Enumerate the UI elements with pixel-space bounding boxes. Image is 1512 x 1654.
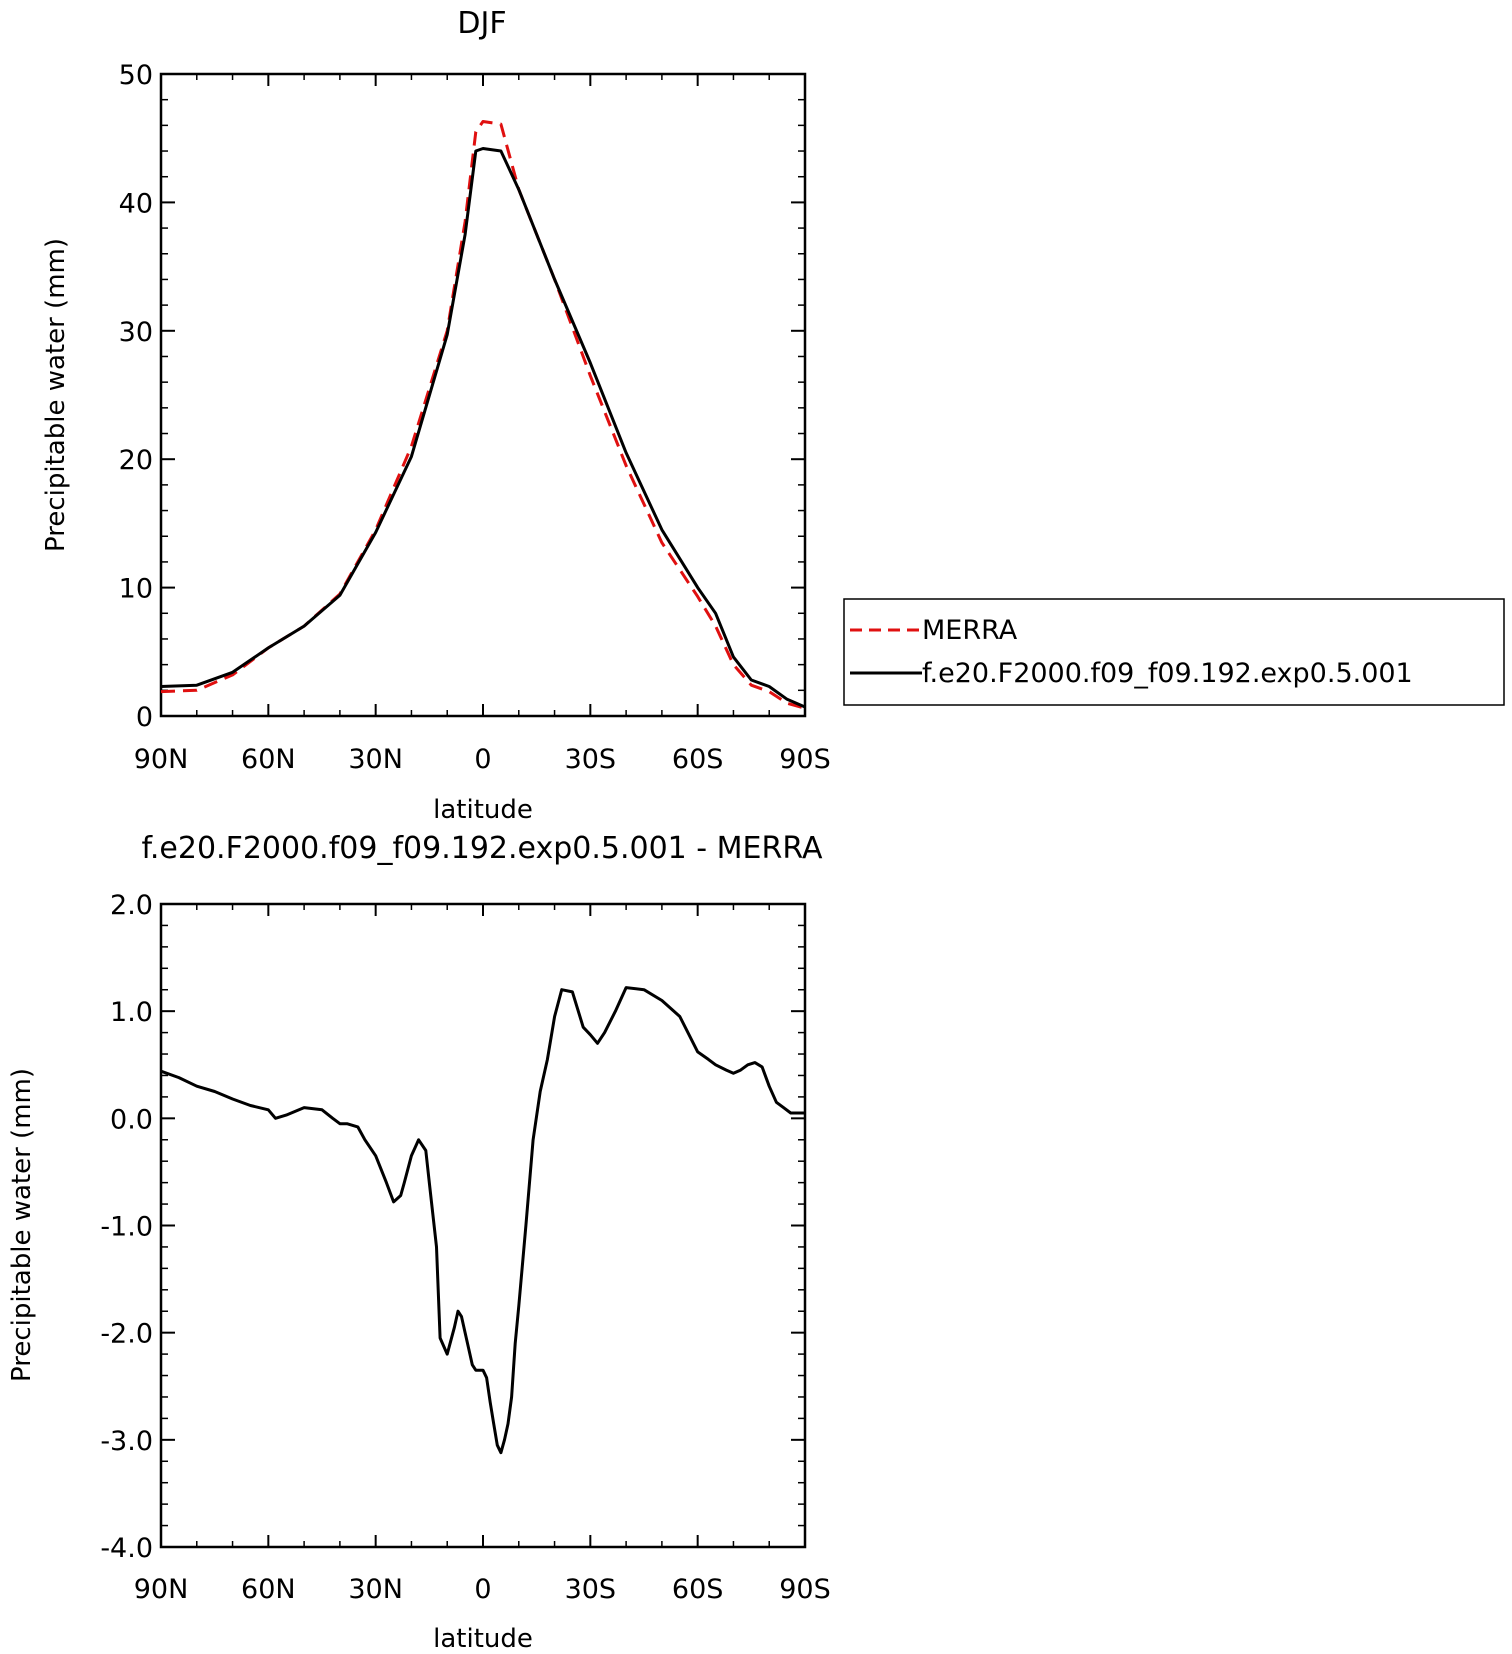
x-tick-label: 90N	[134, 1574, 189, 1605]
legend: MERRA f.e20.F2000.f09_f09.192.exp0.5.001	[843, 598, 1505, 706]
y-tick-label: -4.0	[100, 1533, 153, 1564]
axis-ticks-bottom	[160, 903, 806, 1548]
x-tick-label: 90S	[779, 1574, 831, 1605]
series-group-top	[160, 120, 806, 710]
y-tick-label: 20	[119, 445, 153, 476]
chart-panel-top: DJF 90N 60N 30N 0 30S 60S 90S 0 10 20 30 40 50 latit…	[41, 6, 1505, 825]
y-tick-label: -3.0	[100, 1426, 153, 1457]
y-tick-label: 0.0	[110, 1104, 153, 1135]
axis-ticks-top	[160, 73, 806, 717]
series-line-1-0	[160, 986, 805, 1455]
x-tick-label: 60S	[672, 744, 724, 775]
x-tick-label: 30N	[348, 744, 403, 775]
x-tick-label: 90N	[134, 744, 189, 775]
legend-box	[843, 598, 1505, 706]
x-axis-label-top: latitude	[433, 795, 533, 825]
series-line-0-0	[160, 120, 806, 710]
x-tick-label: 0	[474, 744, 491, 775]
axis-tick-labels-top: 90N 60N 30N 0 30S 60S 90S 0 10 20 30 40 50	[119, 60, 831, 775]
chart-title-top: DJF	[457, 6, 506, 41]
axis-tick-labels-bottom: 90N 60N 30N 0 30S 60S 90S 2.0 1.0 0.0 -1.0 -2.0 -3.0…	[100, 890, 830, 1605]
y-tick-label: 50	[119, 60, 153, 91]
series-line-0-1	[160, 147, 806, 709]
y-tick-label: 40	[119, 188, 153, 219]
x-tick-label: 60N	[241, 744, 296, 775]
x-tick-label: 30N	[348, 1574, 403, 1605]
chart-panel-bottom: f.e20.F2000.f09_f09.192.exp0.5.001 - MER…	[7, 831, 831, 1654]
y-tick-label: 30	[119, 317, 153, 348]
y-tick-label: -2.0	[100, 1319, 153, 1350]
x-tick-label: 60N	[241, 1574, 296, 1605]
y-axis-label-top: Precipitable water (mm)	[41, 238, 71, 552]
y-tick-label: -1.0	[100, 1212, 153, 1243]
series-group-bottom	[160, 986, 805, 1455]
y-tick-label: 0	[136, 702, 153, 733]
x-tick-label: 90S	[779, 744, 831, 775]
chart-title-bottom: f.e20.F2000.f09_f09.192.exp0.5.001 - MER…	[142, 831, 823, 866]
legend-label-model: f.e20.F2000.f09_f09.192.exp0.5.001	[922, 658, 1413, 689]
y-tick-label: 10	[119, 574, 153, 605]
y-tick-label: 1.0	[110, 997, 153, 1028]
x-tick-label: 30S	[565, 744, 617, 775]
plot-frame-bottom	[159, 902, 807, 1549]
x-tick-label: 0	[474, 1574, 491, 1605]
x-tick-label: 60S	[672, 1574, 724, 1605]
x-axis-label-bottom: latitude	[433, 1624, 533, 1654]
y-axis-label-bottom: Precipitable water (mm)	[7, 1068, 37, 1382]
y-tick-label: 2.0	[110, 890, 153, 921]
x-tick-label: 30S	[565, 1574, 617, 1605]
legend-label-merra: MERRA	[922, 615, 1018, 646]
plot-frame-top	[159, 72, 807, 718]
